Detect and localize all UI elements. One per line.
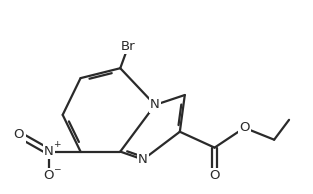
- Text: O: O: [44, 169, 54, 182]
- Text: O: O: [239, 121, 249, 134]
- Text: N: N: [138, 153, 148, 166]
- Text: O: O: [14, 128, 24, 141]
- Text: −: −: [53, 164, 60, 173]
- Text: O: O: [209, 169, 220, 182]
- Text: Br: Br: [121, 40, 136, 53]
- Text: N: N: [150, 98, 160, 111]
- Text: +: +: [53, 140, 60, 149]
- Text: N: N: [44, 145, 54, 158]
